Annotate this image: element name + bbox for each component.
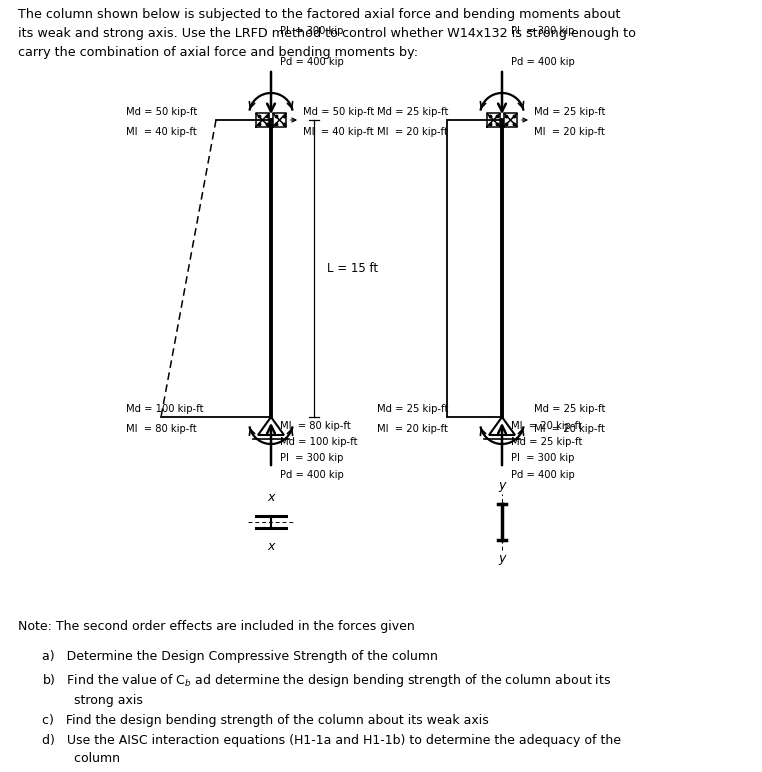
- Text: Md = 25 kip-ft: Md = 25 kip-ft: [534, 404, 605, 414]
- Text: Pl  = 300 kip: Pl = 300 kip: [280, 26, 344, 36]
- Text: Ml  = 20 kip-ft: Ml = 20 kip-ft: [377, 127, 448, 137]
- Text: Ml  = 80 kip-ft: Ml = 80 kip-ft: [280, 421, 351, 431]
- Text: Md = 100 kip-ft: Md = 100 kip-ft: [126, 404, 203, 414]
- Text: Md = 25 kip-ft: Md = 25 kip-ft: [377, 404, 448, 414]
- Text: Ml  = 40 kip-ft: Ml = 40 kip-ft: [126, 127, 197, 137]
- Text: Ml  = 20 kip-ft: Ml = 20 kip-ft: [511, 421, 582, 431]
- Text: d)   Use the AISC interaction equations (H1-1a and H1-1b) to determine the adequ: d) Use the AISC interaction equations (H…: [42, 734, 621, 765]
- Text: Md = 25 kip-ft: Md = 25 kip-ft: [377, 107, 448, 117]
- Text: Ml  = 20 kip-ft: Ml = 20 kip-ft: [534, 424, 605, 434]
- Text: Note: The second order effects are included in the forces given: Note: The second order effects are inclu…: [18, 620, 415, 633]
- Text: x: x: [267, 540, 274, 553]
- Text: x: x: [267, 491, 274, 504]
- Text: y: y: [498, 552, 506, 565]
- Text: Ml  = 80 kip-ft: Ml = 80 kip-ft: [126, 424, 197, 434]
- Text: The column shown below is subjected to the factored axial force and bending mome: The column shown below is subjected to t…: [18, 8, 636, 59]
- Text: Pl  = 300 kip: Pl = 300 kip: [511, 26, 575, 36]
- Text: Pd = 400 kip: Pd = 400 kip: [511, 57, 575, 67]
- Text: L = 15 ft: L = 15 ft: [327, 262, 378, 275]
- Text: Pd = 400 kip: Pd = 400 kip: [511, 470, 575, 480]
- Text: Md = 50 kip-ft: Md = 50 kip-ft: [126, 107, 197, 117]
- Text: y: y: [498, 479, 506, 492]
- Text: Md = 100 kip-ft: Md = 100 kip-ft: [280, 437, 357, 447]
- Text: Pl  = 300 kip: Pl = 300 kip: [280, 453, 344, 463]
- Text: Md = 25 kip-ft: Md = 25 kip-ft: [511, 437, 582, 447]
- Text: Md = 25 kip-ft: Md = 25 kip-ft: [534, 107, 605, 117]
- Text: Pl  = 300 kip: Pl = 300 kip: [511, 453, 575, 463]
- Text: Ml  = 20 kip-ft: Ml = 20 kip-ft: [534, 127, 605, 137]
- Text: Ml  = 20 kip-ft: Ml = 20 kip-ft: [377, 424, 448, 434]
- Text: Md = 50 kip-ft: Md = 50 kip-ft: [303, 107, 374, 117]
- Text: c)   Find the design bending strength of the column about its weak axis: c) Find the design bending strength of t…: [42, 714, 488, 727]
- Text: b)   Find the value of C$_b$ ad determine the design bending strength of the col: b) Find the value of C$_b$ ad determine …: [42, 672, 611, 707]
- Text: Pd = 400 kip: Pd = 400 kip: [280, 57, 344, 67]
- Text: Ml  = 40 kip-ft: Ml = 40 kip-ft: [303, 127, 373, 137]
- Text: Pd = 400 kip: Pd = 400 kip: [280, 470, 344, 480]
- Text: a)   Determine the Design Compressive Strength of the column: a) Determine the Design Compressive Stre…: [42, 650, 438, 663]
